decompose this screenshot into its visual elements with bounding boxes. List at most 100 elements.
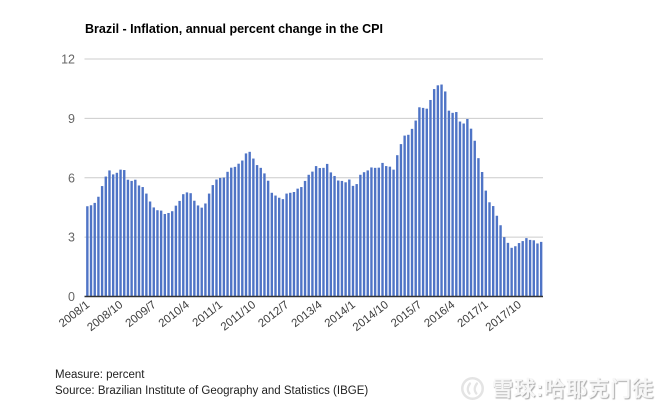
bar-2016/9 bbox=[469, 128, 473, 297]
bar-2015/12 bbox=[436, 85, 440, 297]
bar-2013/3 bbox=[314, 166, 318, 297]
bar-2009/6 bbox=[148, 201, 152, 297]
bar-2011/1 bbox=[218, 177, 222, 297]
bar-2016/12 bbox=[480, 172, 484, 297]
xueqiu-logo-icon bbox=[461, 376, 484, 400]
source-label: Source: Brazilian Institute of Geography… bbox=[55, 385, 369, 397]
bar-2015/3 bbox=[403, 135, 406, 297]
bar-2008/8 bbox=[111, 174, 115, 297]
bar-2017/8 bbox=[510, 247, 513, 297]
bar-2015/7 bbox=[418, 107, 421, 297]
bar-2014/8 bbox=[377, 167, 381, 297]
x-tick-label: 2016/4 bbox=[422, 299, 458, 330]
bar-2013/1 bbox=[307, 174, 310, 297]
bar-2012/10 bbox=[296, 188, 299, 297]
bar-2010/3 bbox=[182, 194, 185, 297]
bar-2014/2 bbox=[355, 184, 358, 297]
bar-2013/11 bbox=[344, 182, 347, 297]
bar-2012/8 bbox=[289, 192, 292, 297]
bar-2010/10 bbox=[207, 193, 211, 297]
y-tick-label: 0 bbox=[68, 290, 75, 304]
bar-2010/8 bbox=[200, 207, 203, 297]
bar-2014/5 bbox=[366, 170, 369, 297]
bar-2012/9 bbox=[292, 192, 296, 297]
bar-2012/2 bbox=[266, 180, 270, 297]
bar-2010/2 bbox=[178, 200, 181, 297]
bar-2017/7 bbox=[506, 242, 510, 297]
bar-2013/4 bbox=[318, 168, 321, 297]
bar-2013/8 bbox=[333, 175, 336, 297]
bar-2016/1 bbox=[440, 84, 443, 297]
bar-2017/11 bbox=[521, 241, 524, 297]
bar-2011/4 bbox=[230, 167, 233, 297]
x-tick-label: 2017/10 bbox=[484, 299, 524, 334]
bar-2017/9 bbox=[514, 246, 517, 297]
bar-2008/11 bbox=[123, 170, 126, 297]
bar-2013/7 bbox=[329, 172, 333, 297]
bar-2012/5 bbox=[278, 197, 281, 297]
watermark: 雪球:哈耶克门徒 bbox=[459, 373, 654, 403]
bar-2012/12 bbox=[303, 180, 307, 297]
bar-2011/5 bbox=[233, 166, 237, 297]
bar-2012/1 bbox=[263, 173, 266, 297]
bar-2011/6 bbox=[237, 163, 240, 297]
bar-2008/12 bbox=[126, 179, 130, 297]
bar-2012/11 bbox=[300, 187, 303, 297]
bar-2015/11 bbox=[432, 89, 436, 297]
bar-2011/8 bbox=[244, 153, 248, 297]
bar-2012/4 bbox=[274, 195, 277, 297]
bar-2010/5 bbox=[189, 193, 192, 297]
bar-2009/1 bbox=[130, 180, 133, 297]
bar-2014/6 bbox=[370, 167, 373, 297]
bar-2014/7 bbox=[373, 167, 377, 297]
bar-2016/4 bbox=[451, 112, 454, 297]
bar-2013/10 bbox=[340, 180, 344, 297]
x-tick-label: 2012/7 bbox=[256, 299, 291, 330]
bar-2016/5 bbox=[455, 112, 458, 297]
x-tick-label: 2011/10 bbox=[219, 299, 258, 334]
bar-2011/7 bbox=[241, 160, 244, 297]
bar-2014/10 bbox=[385, 166, 388, 297]
bar-2008/4 bbox=[97, 196, 100, 297]
inflation-bar-chart: 0369122008/12008/102009/72010/42011/1201… bbox=[57, 53, 543, 334]
bar-2011/12 bbox=[259, 167, 262, 297]
y-tick-label: 6 bbox=[68, 171, 75, 185]
bar-2016/6 bbox=[458, 121, 462, 297]
bar-2008/9 bbox=[115, 172, 119, 297]
bar-2009/11 bbox=[167, 212, 170, 297]
bar-2017/1 bbox=[484, 190, 488, 297]
x-tick-label: 2015/7 bbox=[389, 299, 424, 330]
watermark-text: 雪球:哈耶克门徒 bbox=[492, 378, 654, 401]
chart-title: Brazil - Inflation, annual percent chang… bbox=[85, 22, 383, 36]
bar-2014/1 bbox=[351, 185, 355, 297]
bar-2009/8 bbox=[156, 210, 159, 297]
bar-2010/7 bbox=[196, 205, 200, 297]
bar-2017/10 bbox=[517, 243, 521, 297]
bar-2017/12 bbox=[525, 238, 528, 297]
bar-2016/7 bbox=[462, 123, 465, 297]
bar-2014/4 bbox=[362, 172, 366, 297]
bar-2010/9 bbox=[204, 203, 207, 297]
bar-2015/2 bbox=[399, 144, 403, 297]
bar-2014/12 bbox=[392, 169, 395, 297]
bar-2009/7 bbox=[152, 207, 155, 297]
bar-2018/2 bbox=[532, 240, 535, 297]
bar-2016/2 bbox=[444, 91, 447, 297]
bar-2012/3 bbox=[270, 192, 274, 297]
bar-2016/10 bbox=[473, 140, 476, 297]
bar-2016/3 bbox=[447, 110, 451, 297]
chart-footer: Measure: percent Source: Brazilian Insti… bbox=[55, 367, 368, 399]
bar-2015/9 bbox=[425, 108, 428, 297]
bar-2014/3 bbox=[359, 174, 362, 297]
bar-2011/2 bbox=[222, 177, 226, 297]
bar-2008/5 bbox=[100, 186, 104, 297]
bar-2014/11 bbox=[388, 166, 392, 297]
bar-2011/10 bbox=[252, 158, 255, 297]
bar-2014/9 bbox=[381, 162, 384, 297]
bar-2008/3 bbox=[93, 202, 96, 297]
bar-2009/10 bbox=[163, 213, 167, 297]
bar-2011/3 bbox=[226, 171, 229, 297]
bar-2009/4 bbox=[141, 187, 144, 297]
bar-2010/6 bbox=[193, 200, 196, 297]
